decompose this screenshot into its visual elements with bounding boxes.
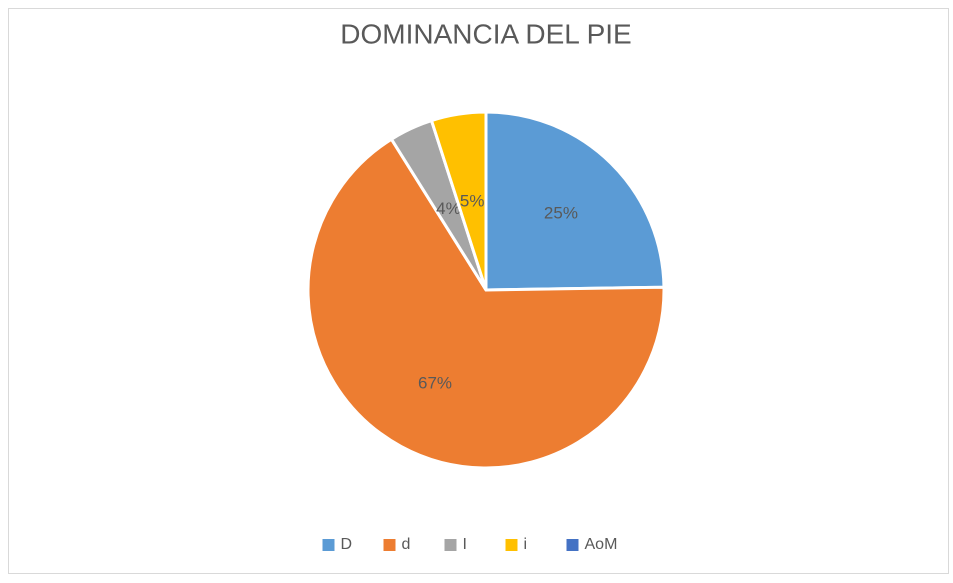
legend-label: AoM <box>585 536 618 553</box>
legend-label: I <box>463 536 467 553</box>
legend-swatch <box>383 539 396 551</box>
legend-label: d <box>402 536 411 553</box>
legend-swatch <box>444 539 457 551</box>
legend-label: i <box>524 536 528 553</box>
legend-swatch <box>566 539 579 551</box>
pie-slice <box>484 110 666 292</box>
legend-swatch <box>322 539 335 551</box>
data-label: 5% <box>460 192 485 211</box>
pie-slice <box>306 137 666 470</box>
legend-label: D <box>341 536 353 553</box>
pie-slice <box>429 110 488 291</box>
data-label: 67% <box>418 373 452 392</box>
legend-swatch <box>505 539 518 551</box>
chart-title: DOMINANCIA DEL PIE <box>340 18 631 49</box>
data-label: 4% <box>436 199 461 218</box>
data-label: 25% <box>544 203 578 222</box>
